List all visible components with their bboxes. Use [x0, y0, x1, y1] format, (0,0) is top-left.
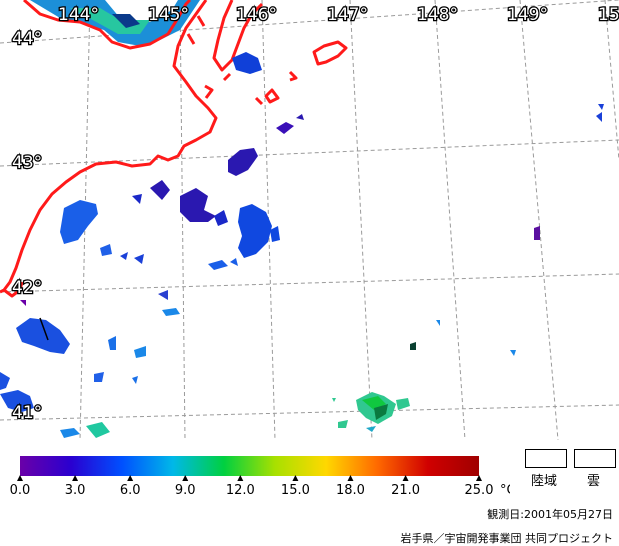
colorbar-tick-mark: [347, 475, 354, 481]
colorbar-tick-label: 6.0: [120, 483, 141, 498]
sst-map: 144° 145° 146° 147° 148° 149° 15 44° 43°…: [0, 0, 619, 440]
credit-line: 岩手県／宇宙開発事業団 共同プロジェクト: [400, 532, 614, 545]
longitude-labels: 144° 145° 146° 147° 148° 149° 15: [57, 4, 619, 27]
longitude-label-145: 145°: [148, 5, 189, 25]
colorbar-tick-label: 12.0: [226, 483, 255, 498]
colorbar-tick-mark: [292, 475, 299, 481]
colorbar-gradient: [20, 456, 479, 476]
latitude-label-44: 44°: [12, 29, 42, 49]
cloud-legend-swatch: [574, 449, 616, 468]
colorbar-tick-label: 18.0: [336, 483, 365, 498]
colorbar-tick-label: 0.0: [10, 483, 31, 498]
observation-date: 観測日:2001年05月27日: [487, 508, 613, 521]
colorbar-tick-label: 25.0: [465, 483, 494, 498]
longitude-label-148: 148°: [417, 5, 458, 25]
cloud-legend-label: 雲: [587, 474, 601, 489]
longitude-label-144: 144°: [58, 5, 99, 25]
latitude-label-43: 43°: [12, 153, 42, 173]
sea-surface-temperature-patches: [0, 52, 604, 438]
colorbar-tick-label: 9.0: [175, 483, 196, 498]
land-legend-swatch: [525, 449, 567, 468]
longitude-label-149: 149°: [507, 5, 548, 25]
land-legend-label: 陸域: [531, 474, 558, 489]
colorbar-tick-label: 15.0: [281, 483, 310, 498]
colorbar-tick-label: 21.0: [391, 483, 420, 498]
latitude-labels: 44° 43° 42° 41°: [11, 28, 44, 425]
colorbar-tick-mark: [182, 475, 189, 481]
colorbar-tick-mark: [476, 475, 482, 481]
colorbar-tick-mark: [17, 475, 23, 481]
colorbar-tick-mark: [402, 475, 409, 481]
longitude-label-150: 15: [598, 5, 619, 25]
colorbar-tick-mark: [127, 475, 134, 481]
colorbar-tick-label: 3.0: [65, 483, 86, 498]
temperature-colorbar: 0.0 3.0 6.0 9.0 12.0 15.0 18.0 21.0 25.0 °C: [10, 456, 510, 498]
land-area: [30, 0, 200, 46]
coastline: [0, 0, 348, 298]
colorbar-tick-mark: [72, 475, 79, 481]
longitude-label-147: 147°: [327, 5, 368, 25]
longitude-label-146: 146°: [236, 5, 277, 25]
latitude-label-41: 41°: [12, 403, 42, 423]
colorbar-unit: °C: [500, 483, 510, 498]
latitude-label-42: 42°: [12, 278, 42, 298]
colorbar-tick-mark: [237, 475, 244, 481]
